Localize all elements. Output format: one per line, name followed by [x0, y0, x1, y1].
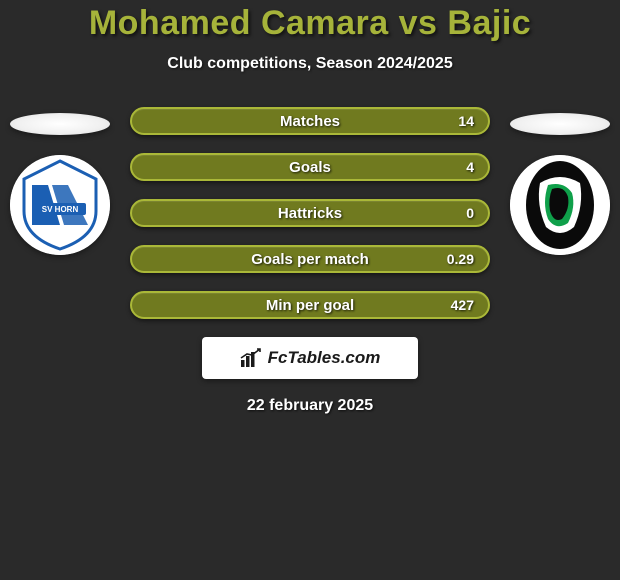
- brand-text: FcTables.com: [268, 348, 381, 368]
- footer: FcTables.com 22 february 2025: [0, 337, 620, 415]
- stat-row-goals: Goals 4: [130, 153, 490, 181]
- stat-row-min-per-goal: Min per goal 427: [130, 291, 490, 319]
- stat-label: Goals: [289, 159, 331, 176]
- stat-label: Goals per match: [251, 251, 369, 268]
- stat-label: Hattricks: [278, 205, 342, 222]
- page-subtitle: Club competitions, Season 2024/2025: [0, 55, 620, 73]
- chart-icon: [240, 348, 262, 368]
- stat-value-right: 14: [458, 113, 474, 129]
- stat-row-matches: Matches 14: [130, 107, 490, 135]
- stat-value-right: 4: [466, 159, 474, 175]
- left-club-badge: SV HORN: [10, 155, 110, 255]
- comparison-date: 22 february 2025: [247, 397, 373, 415]
- left-player-column: SV HORN: [10, 113, 110, 255]
- right-player-avatar: [510, 113, 610, 135]
- page-title: Mohamed Camara vs Bajic: [0, 4, 620, 43]
- brand-link[interactable]: FcTables.com: [202, 337, 418, 379]
- comparison-card: Mohamed Camara vs Bajic Club competition…: [0, 0, 620, 415]
- sv-horn-logo-icon: SV HORN: [10, 155, 110, 255]
- stat-row-hattricks: Hattricks 0: [130, 199, 490, 227]
- right-club-badge: [510, 155, 610, 255]
- stat-label: Min per goal: [266, 297, 354, 314]
- left-player-avatar: [10, 113, 110, 135]
- sv-ried-logo-icon: [510, 155, 610, 255]
- stat-value-right: 427: [451, 297, 474, 313]
- stat-row-goals-per-match: Goals per match 0.29: [130, 245, 490, 273]
- main-row: SV HORN Matches 14 Goals 4 Hattricks 0 G…: [0, 113, 620, 319]
- svg-text:SV HORN: SV HORN: [42, 205, 79, 214]
- stats-column: Matches 14 Goals 4 Hattricks 0 Goals per…: [110, 107, 510, 319]
- stat-value-right: 0.29: [447, 251, 474, 267]
- right-player-column: [510, 113, 610, 255]
- stat-label: Matches: [280, 113, 340, 130]
- stat-value-right: 0: [466, 205, 474, 221]
